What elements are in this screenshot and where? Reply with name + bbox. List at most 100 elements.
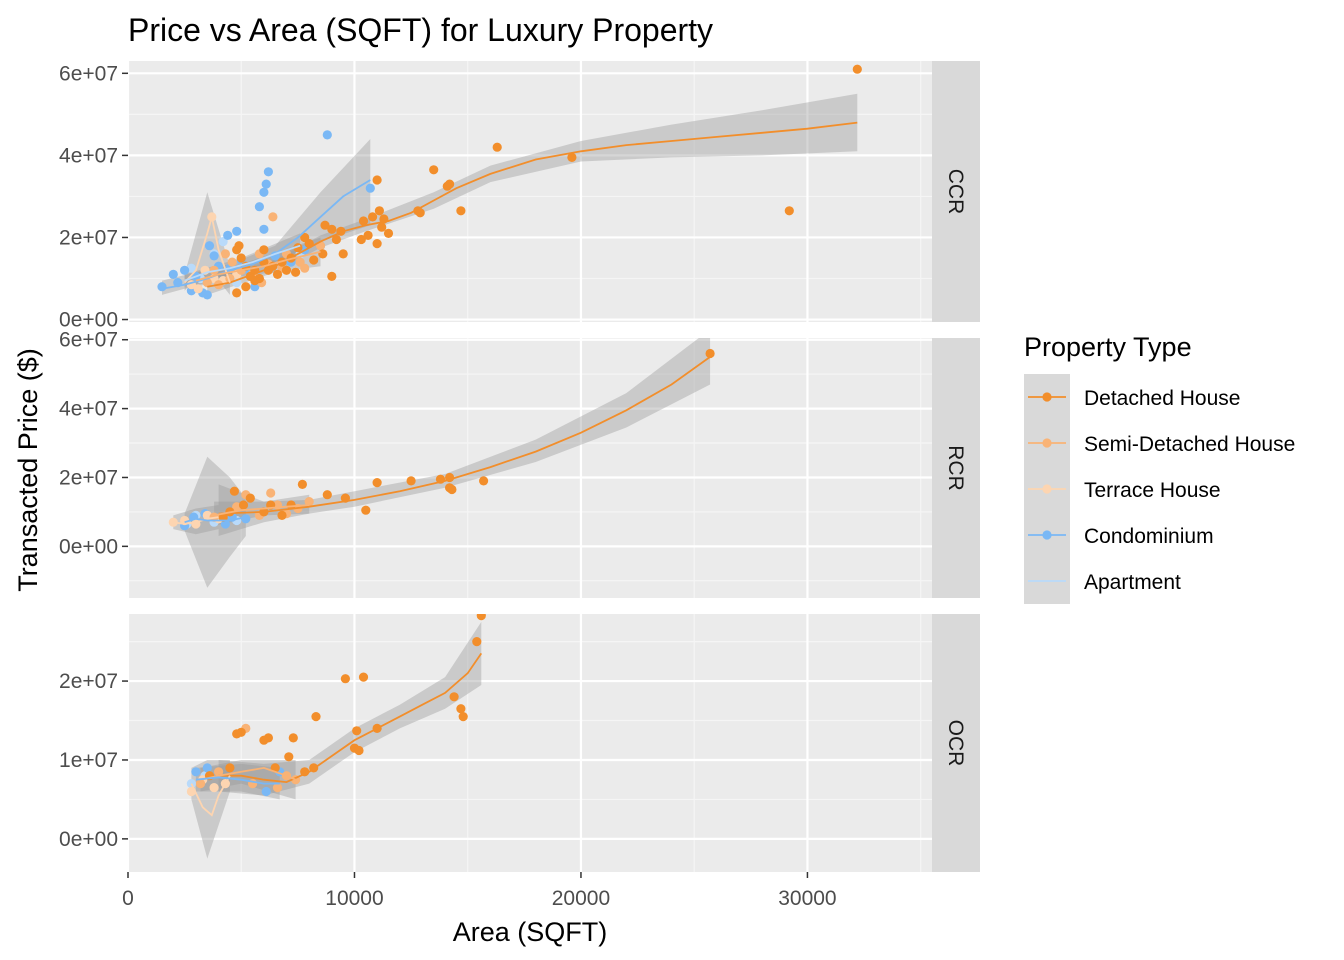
data-point	[291, 267, 301, 277]
x-axis-title: Area (SQFT)	[453, 917, 608, 947]
legend: Property Type Detached House Semi-Detache…	[1024, 332, 1295, 604]
data-point	[277, 510, 287, 520]
data-point	[241, 514, 251, 524]
legend-item: Apartment	[1028, 562, 1181, 600]
y-tick-label: 4e+07	[59, 144, 118, 167]
legend-label: Detached House	[1084, 387, 1240, 410]
data-point	[268, 212, 278, 222]
data-point	[157, 282, 167, 292]
legend-label: Semi-Detached House	[1084, 433, 1295, 456]
x-axis: 0 10000 20000 30000	[122, 872, 837, 910]
smooth-line	[190, 775, 231, 817]
confidence-band	[207, 93, 858, 295]
panel-background	[128, 614, 932, 872]
y-tick-label: 6e+07	[59, 329, 118, 352]
legend-label: Condominium	[1084, 525, 1214, 548]
legend-key-point	[1042, 484, 1052, 494]
data-point	[236, 253, 246, 263]
data-point	[372, 478, 382, 488]
data-point	[263, 167, 273, 177]
x-tick-label: 20000	[552, 887, 610, 910]
data-point	[442, 181, 452, 191]
legend-key-point	[1042, 530, 1052, 540]
data-point	[225, 763, 235, 773]
data-point	[447, 484, 457, 495]
facet-strip	[932, 61, 980, 322]
smooth-line	[218, 652, 483, 784]
data-point	[309, 255, 319, 265]
panel-background	[128, 338, 932, 598]
data-point	[358, 216, 369, 226]
legend-key-point	[1042, 438, 1052, 448]
data-point	[363, 230, 373, 240]
facet-panels: 0e+00 2e+07 4e+07 6e+07 CCR 0e+00 2e+07 4e+07 6e…	[59, 61, 980, 872]
data-point	[372, 175, 382, 185]
data-point	[472, 637, 482, 647]
y-tick-label: 2e+07	[59, 466, 118, 489]
data-point	[327, 271, 337, 281]
data-point	[232, 288, 242, 298]
smooth-line	[218, 356, 711, 515]
data-point	[220, 249, 230, 259]
data-point	[259, 187, 269, 197]
data-point	[288, 733, 298, 743]
plot-area	[186, 614, 486, 859]
legend-key-point	[1042, 392, 1052, 402]
data-point	[322, 130, 332, 140]
data-point	[259, 735, 269, 745]
chart-title: Price vs Area (SQFT) for Luxury Property	[128, 12, 713, 48]
y-tick-label: 2e+07	[59, 670, 118, 693]
y-axis-title: Transacted Price ($)	[13, 348, 43, 592]
data-point	[238, 500, 249, 510]
facet-strip-label: CCR	[944, 169, 967, 215]
facet-panel-ocr: 0e+00 1e+07 2e+07 OCR	[59, 614, 980, 872]
smooth-line	[195, 776, 280, 785]
data-point	[261, 786, 271, 797]
data-point	[705, 348, 715, 359]
data-point	[245, 493, 255, 503]
data-point	[415, 208, 425, 218]
legend-item: Condominium	[1028, 516, 1214, 554]
data-point	[429, 165, 439, 175]
x-tick-label: 10000	[325, 887, 383, 910]
data-point	[406, 476, 416, 486]
data-point	[318, 249, 328, 259]
smooth-line	[161, 179, 371, 290]
y-tick-label: 4e+07	[59, 398, 118, 421]
facet-panel-rcr: 0e+00 2e+07 4e+07 6e+07 RCR	[59, 329, 980, 598]
data-point	[202, 763, 212, 773]
data-point	[232, 226, 242, 236]
data-point	[259, 224, 269, 234]
data-point	[852, 64, 862, 74]
data-point	[297, 479, 307, 489]
data-point	[254, 202, 264, 212]
facet-strip	[932, 614, 980, 872]
data-point	[220, 519, 230, 529]
y-tick-label: 1e+07	[59, 749, 118, 772]
y-tick-label: 0e+00	[59, 535, 118, 558]
data-point	[361, 505, 371, 515]
data-point	[476, 614, 486, 621]
data-point	[202, 278, 212, 288]
data-point	[304, 497, 314, 507]
data-point	[365, 183, 375, 193]
data-point	[232, 245, 242, 255]
smooth-line	[195, 250, 321, 282]
data-point	[340, 674, 350, 684]
x-tick-label: 30000	[778, 887, 836, 910]
data-point	[338, 249, 348, 259]
data-point	[327, 224, 337, 234]
data-point	[191, 767, 201, 777]
legend-item: Detached House	[1028, 378, 1240, 416]
data-point	[479, 476, 489, 486]
smooth-line	[207, 121, 858, 288]
data-point	[168, 517, 178, 527]
data-point	[300, 263, 310, 273]
data-point	[458, 712, 468, 722]
smooth-line	[184, 516, 246, 524]
legend-label: Terrace House	[1084, 479, 1221, 502]
data-point	[272, 783, 283, 793]
data-point	[331, 234, 341, 245]
smooth-line	[173, 516, 219, 525]
